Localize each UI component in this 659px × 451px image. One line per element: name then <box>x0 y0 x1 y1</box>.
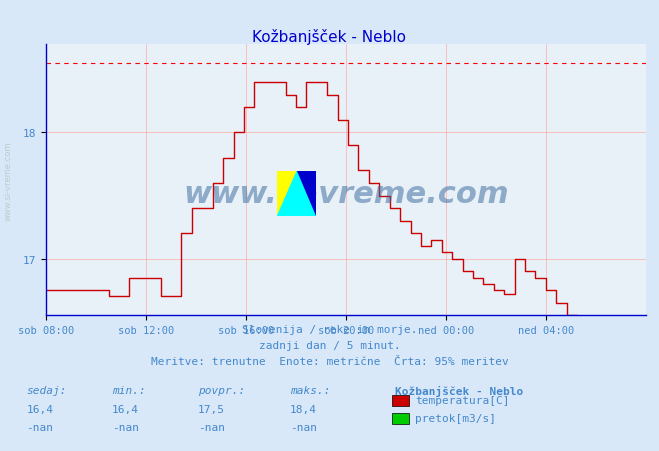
Text: -nan: -nan <box>290 422 317 432</box>
Text: -nan: -nan <box>112 422 139 432</box>
Text: temperatura[C]: temperatura[C] <box>415 395 509 405</box>
Text: pretok[m3/s]: pretok[m3/s] <box>415 413 496 423</box>
Text: Kožbanjšček - Neblo: Kožbanjšček - Neblo <box>252 29 407 45</box>
Polygon shape <box>297 171 316 216</box>
Text: 16,4: 16,4 <box>112 404 139 414</box>
Text: maks.:: maks.: <box>290 386 330 396</box>
Text: Kožbanjšček - Neblo: Kožbanjšček - Neblo <box>395 386 524 396</box>
Text: sedaj:: sedaj: <box>26 386 67 396</box>
Text: 18,4: 18,4 <box>290 404 317 414</box>
Text: 17,5: 17,5 <box>198 404 225 414</box>
Text: 16,4: 16,4 <box>26 404 53 414</box>
Text: Slovenija / reke in morje.: Slovenija / reke in morje. <box>242 325 417 335</box>
Text: Meritve: trenutne  Enote: metrične  Črta: 95% meritev: Meritve: trenutne Enote: metrične Črta: … <box>151 356 508 366</box>
Text: povpr.:: povpr.: <box>198 386 245 396</box>
Polygon shape <box>277 171 316 216</box>
Polygon shape <box>277 171 297 216</box>
Text: -nan: -nan <box>198 422 225 432</box>
Text: -nan: -nan <box>26 422 53 432</box>
Text: zadnji dan / 5 minut.: zadnji dan / 5 minut. <box>258 341 401 350</box>
Text: www.si-vreme.com: www.si-vreme.com <box>183 179 509 208</box>
Text: www.si-vreme.com: www.si-vreme.com <box>3 141 13 220</box>
Text: min.:: min.: <box>112 386 146 396</box>
